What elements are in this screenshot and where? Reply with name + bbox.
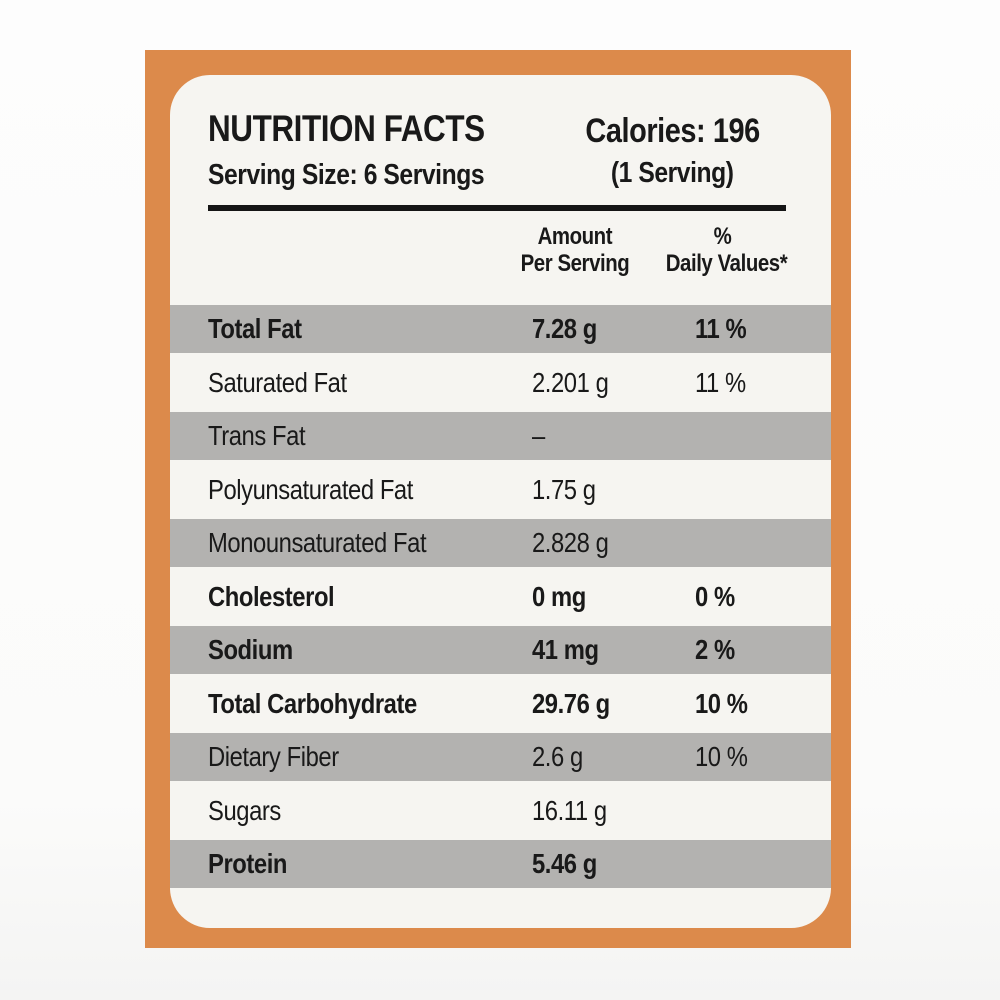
calories-note-text: (1 Serving) xyxy=(610,157,734,189)
nutrient-name: Cholesterol xyxy=(208,580,335,612)
nutrition-table: Total Fat 7.28 g 11 % Saturated Fat 2.20… xyxy=(170,305,831,888)
nutrient-amount: 7.28 g xyxy=(532,313,597,344)
nutrient-name: Monounsaturated Fat xyxy=(208,527,427,558)
nutrient-amount: 2.6 g xyxy=(532,741,583,772)
table-row-saturated-fat: Saturated Fat 2.201 g 11 % xyxy=(170,353,831,412)
serving-size-text: Serving Size: 6 Servings xyxy=(208,159,485,191)
nutrient-daily-value xyxy=(655,848,790,880)
label-header-left: NUTRITION FACTS Serving Size: 6 Servings xyxy=(208,107,533,195)
nutrient-name: Trans Fat xyxy=(208,420,306,451)
label-header: NUTRITION FACTS Serving Size: 6 Servings… xyxy=(170,107,831,195)
nutrient-amount: 5.46 g xyxy=(532,848,597,879)
nutrient-daily-value: 2 % xyxy=(695,634,735,665)
table-row-total-carbohydrate: Total Carbohydrate 29.76 g 10 % xyxy=(170,674,831,733)
nutrient-amount: 2.828 g xyxy=(532,527,609,558)
nutrient-daily-value xyxy=(655,474,790,506)
nutrient-name: Total Carbohydrate xyxy=(208,687,417,719)
nutrient-amount: 41 mg xyxy=(532,634,599,665)
nutrient-amount: 0 mg xyxy=(532,580,586,612)
column-header-amount-line2: Per Serving xyxy=(520,250,630,277)
table-row-total-fat: Total Fat 7.28 g 11 % xyxy=(170,305,831,353)
nutrient-amount: 1.75 g xyxy=(532,473,596,505)
column-headers: Amount Per Serving % Daily Values* xyxy=(170,223,831,277)
nutrient-daily-value: 0 % xyxy=(695,580,735,612)
table-row-trans-fat: Trans Fat – xyxy=(170,412,831,460)
serving-size: Serving Size: 6 Servings xyxy=(208,155,533,195)
calories-note: (1 Serving) xyxy=(533,153,811,193)
nutrient-amount: 29.76 g xyxy=(532,687,610,719)
table-row-sodium: Sodium 41 mg 2 % xyxy=(170,626,831,674)
column-header-dv-line2: Daily Values* xyxy=(665,250,788,277)
nutrient-name: Dietary Fiber xyxy=(208,741,339,772)
table-row-polyunsaturated-fat: Polyunsaturated Fat 1.75 g xyxy=(170,460,831,519)
table-row-sugars: Sugars 16.11 g xyxy=(170,781,831,840)
package-orange-panel: NUTRITION FACTS Serving Size: 6 Servings… xyxy=(145,50,851,948)
nutrient-daily-value: 10 % xyxy=(695,741,748,772)
label-title: NUTRITION FACTS xyxy=(208,107,533,151)
nutrient-name: Total Fat xyxy=(208,313,302,344)
nutrition-facts-label: NUTRITION FACTS Serving Size: 6 Servings… xyxy=(170,75,831,928)
nutrient-daily-value: 11 % xyxy=(695,366,746,398)
nutrient-amount: – xyxy=(532,420,545,451)
nutrient-amount: 2.201 g xyxy=(532,366,609,398)
header-divider-rule xyxy=(208,205,786,211)
label-title-text: NUTRITION FACTS xyxy=(208,108,485,149)
calories-text: Calories: 196 xyxy=(585,112,760,150)
column-header-amount-line1: Amount xyxy=(537,223,613,250)
nutrient-daily-value xyxy=(655,795,790,827)
nutrient-name: Saturated Fat xyxy=(208,366,347,398)
table-row-cholesterol: Cholesterol 0 mg 0 % xyxy=(170,567,831,626)
label-header-right: Calories: 196 (1 Serving) xyxy=(533,109,811,193)
nutrient-daily-value: 11 % xyxy=(695,313,747,344)
nutrient-name: Sodium xyxy=(208,634,293,665)
table-row-protein: Protein 5.46 g xyxy=(170,840,831,888)
nutrient-amount: 16.11 g xyxy=(532,794,607,826)
nutrient-daily-value xyxy=(655,420,790,452)
table-row-dietary-fiber: Dietary Fiber 2.6 g 10 % xyxy=(170,733,831,781)
column-header-dv-line1: % xyxy=(713,223,732,250)
column-header-amount: Amount Per Serving xyxy=(495,223,655,277)
nutrient-name: Sugars xyxy=(208,794,281,826)
nutrient-daily-value: 10 % xyxy=(695,687,748,719)
nutrient-name: Protein xyxy=(208,848,288,879)
column-header-daily-values: % Daily Values* xyxy=(655,223,790,277)
calories-value: Calories: 196 xyxy=(533,109,811,153)
nutrient-name: Polyunsaturated Fat xyxy=(208,473,413,505)
nutrient-daily-value xyxy=(655,527,790,559)
table-row-monounsaturated-fat: Monounsaturated Fat 2.828 g xyxy=(170,519,831,567)
